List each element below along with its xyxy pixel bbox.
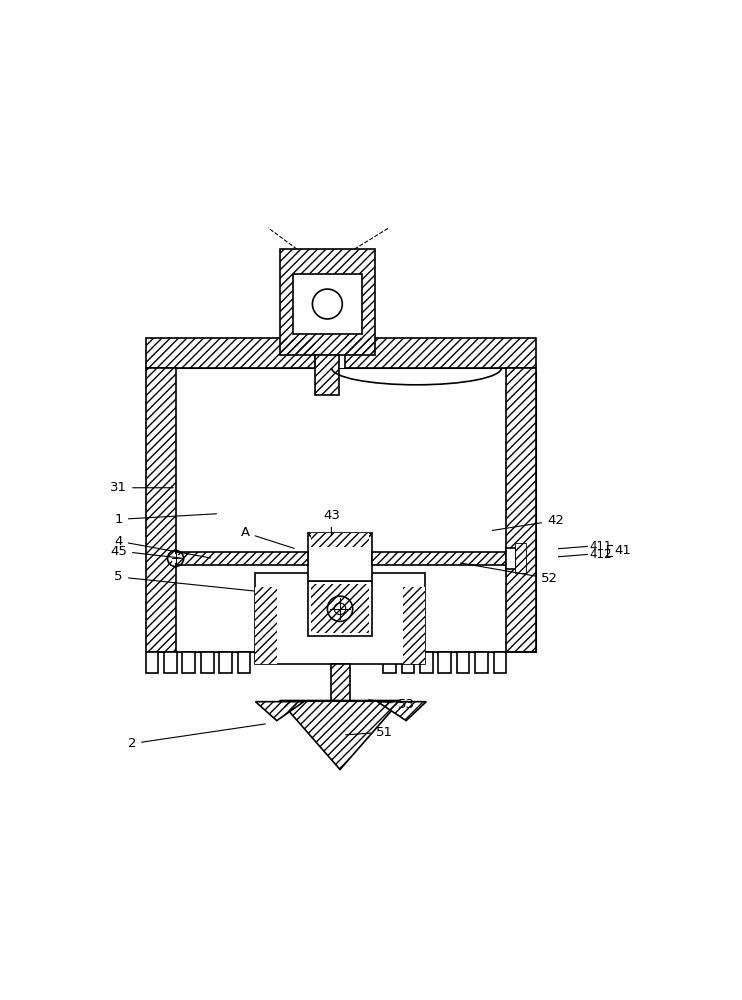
Text: 1: 1 xyxy=(114,513,217,526)
Text: 412: 412 xyxy=(589,548,611,561)
Bar xyxy=(475,652,487,673)
Bar xyxy=(404,587,425,664)
Bar xyxy=(293,274,362,334)
Bar xyxy=(516,544,526,573)
Text: 51: 51 xyxy=(346,726,393,739)
Bar xyxy=(516,544,526,573)
Bar xyxy=(145,368,176,652)
Text: 411: 411 xyxy=(589,540,611,553)
Text: 2: 2 xyxy=(128,724,266,750)
Bar xyxy=(439,652,451,673)
Polygon shape xyxy=(255,702,303,721)
Bar xyxy=(401,652,414,673)
Bar xyxy=(309,581,372,636)
Bar xyxy=(220,652,232,673)
Bar xyxy=(505,368,536,652)
Bar xyxy=(312,584,369,633)
Text: 52: 52 xyxy=(461,563,559,585)
Bar xyxy=(332,664,349,701)
Bar xyxy=(505,548,516,569)
Bar xyxy=(255,573,425,664)
Bar xyxy=(280,249,375,355)
Text: 43: 43 xyxy=(323,509,340,535)
Bar xyxy=(344,338,536,368)
Text: 42: 42 xyxy=(492,514,564,530)
Bar xyxy=(312,533,369,547)
Bar xyxy=(309,533,372,581)
Bar xyxy=(372,552,505,565)
Bar xyxy=(505,368,536,652)
Bar xyxy=(457,652,470,673)
Bar xyxy=(145,368,176,652)
Bar xyxy=(145,338,315,368)
Bar xyxy=(332,664,349,701)
Bar xyxy=(255,587,278,664)
Bar xyxy=(255,587,278,664)
Bar xyxy=(145,652,158,673)
Bar xyxy=(372,552,505,565)
Text: 31: 31 xyxy=(110,481,174,494)
Text: 5: 5 xyxy=(114,570,254,591)
Polygon shape xyxy=(280,701,401,770)
Text: 4: 4 xyxy=(114,535,211,558)
Bar xyxy=(280,249,375,355)
Bar xyxy=(493,652,506,673)
Polygon shape xyxy=(378,702,426,721)
Bar xyxy=(315,355,339,395)
Bar xyxy=(383,652,395,673)
Bar xyxy=(145,338,315,368)
Text: 53: 53 xyxy=(369,698,415,711)
Circle shape xyxy=(171,554,180,563)
Bar xyxy=(183,652,195,673)
Bar xyxy=(420,652,433,673)
Text: A: A xyxy=(240,526,295,548)
Bar xyxy=(516,544,526,573)
Bar xyxy=(176,552,309,565)
Bar xyxy=(344,338,536,368)
Bar xyxy=(312,533,369,547)
Bar xyxy=(315,355,339,395)
Bar xyxy=(164,652,177,673)
Bar xyxy=(201,652,214,673)
Text: 41: 41 xyxy=(614,544,631,557)
Text: 45: 45 xyxy=(111,545,182,558)
Bar xyxy=(237,652,250,673)
Bar xyxy=(312,584,369,633)
Bar xyxy=(404,587,425,664)
Bar xyxy=(176,552,309,565)
